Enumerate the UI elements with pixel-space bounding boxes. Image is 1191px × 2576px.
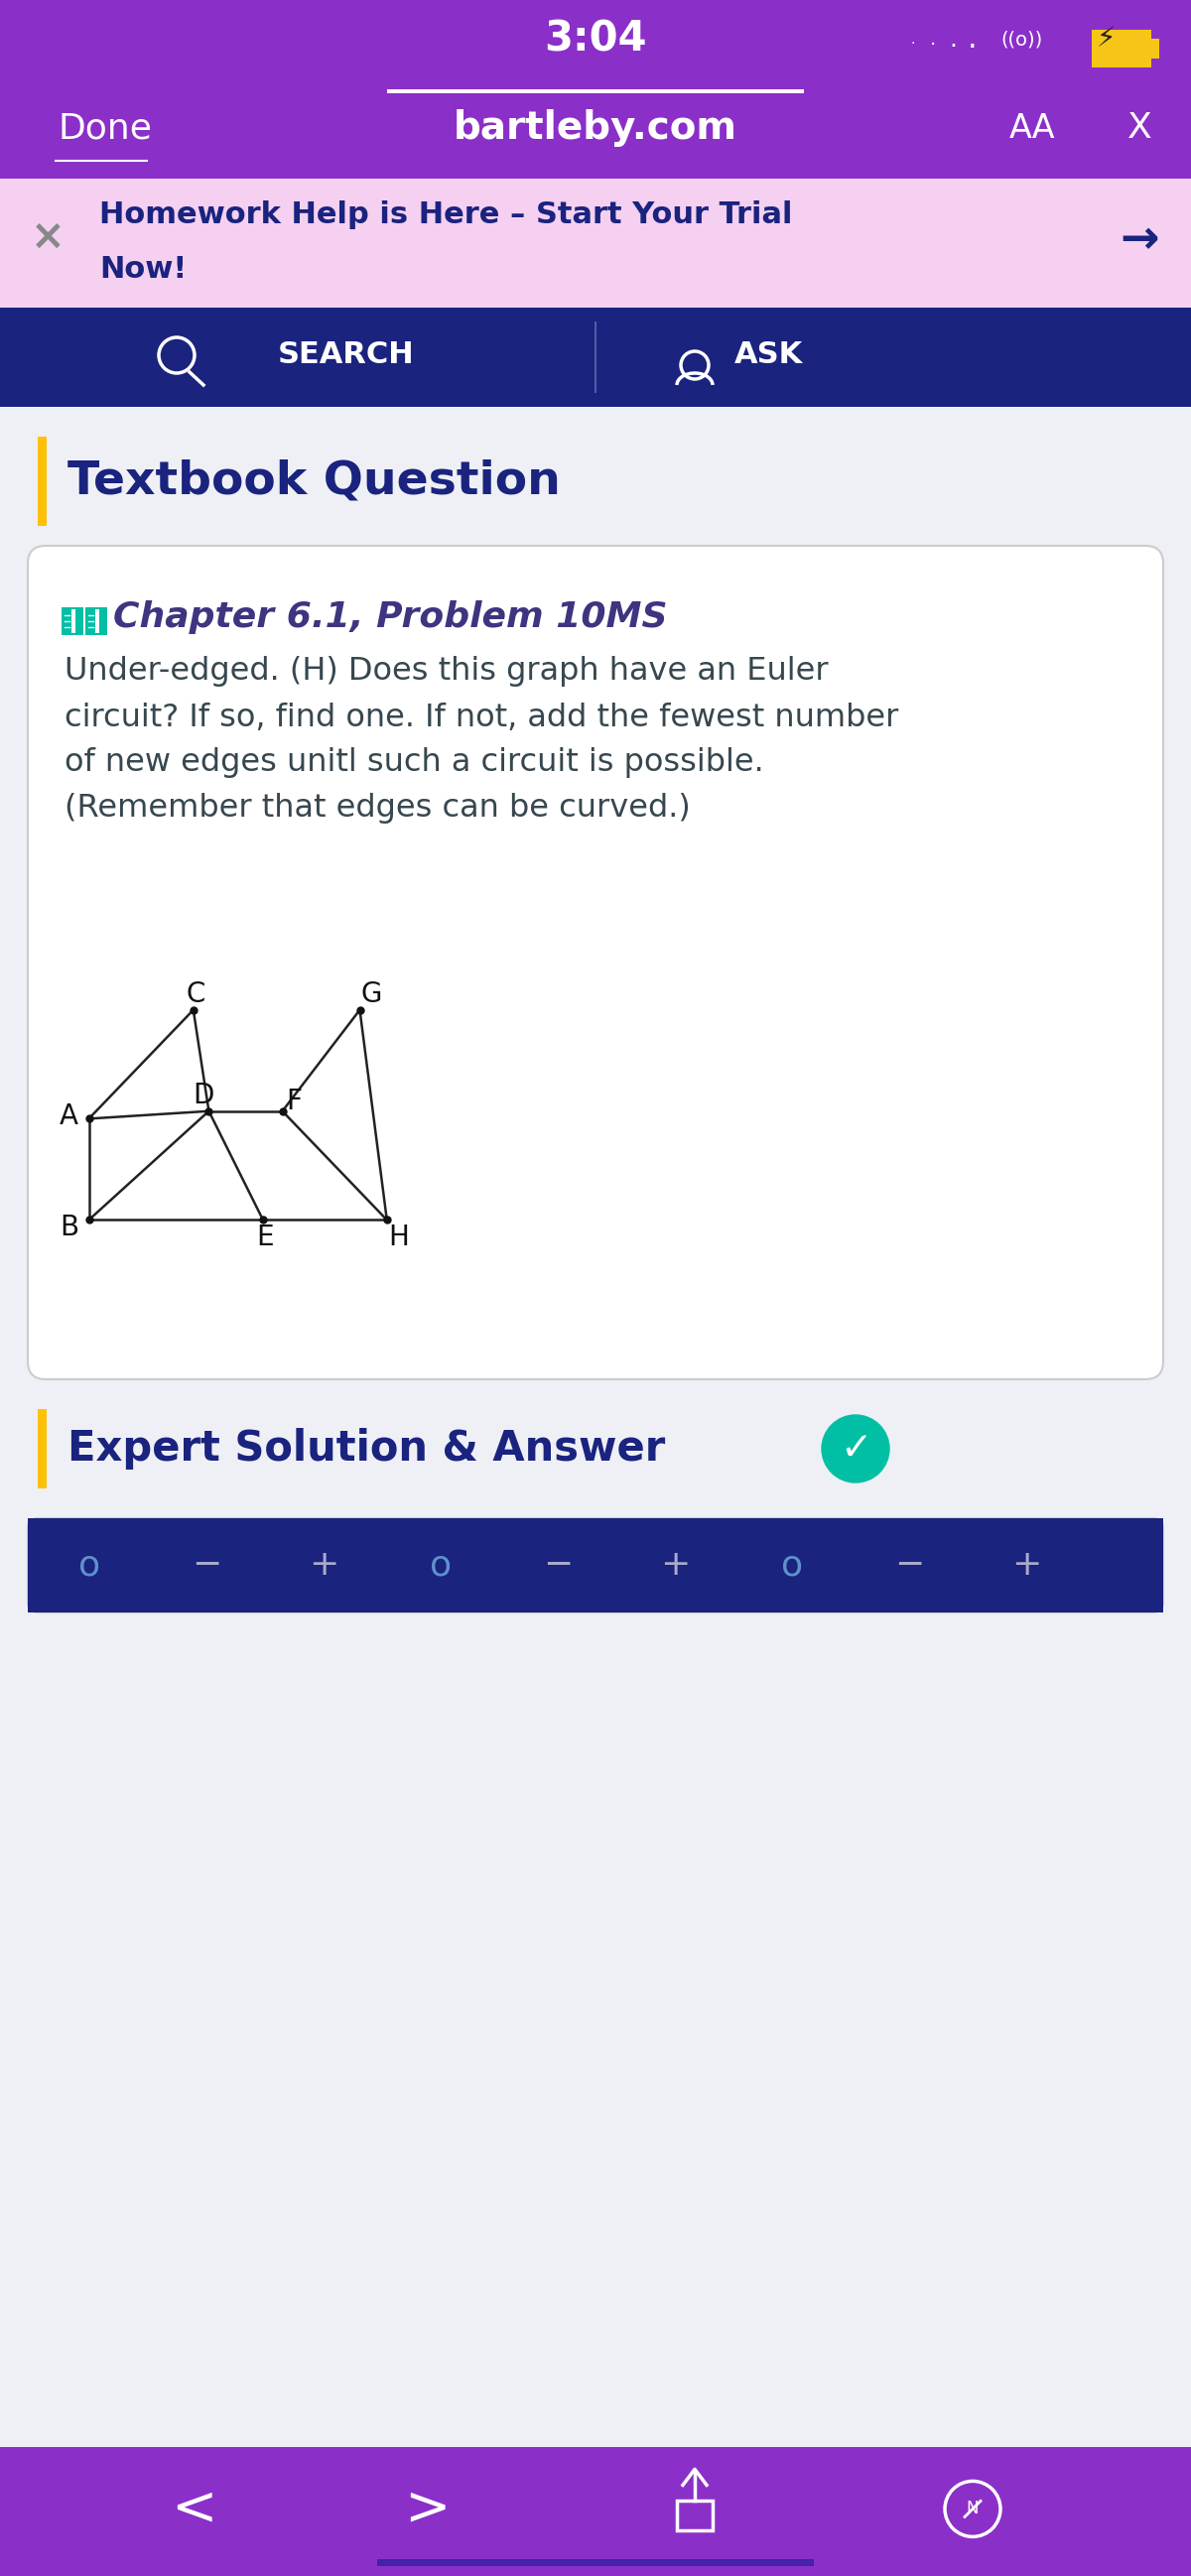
- Bar: [0, 2447, 1191, 2576]
- Text: circuit? If so, find one. If not, add the fewest number: circuit? If so, find one. If not, add th…: [64, 703, 898, 732]
- Text: o: o: [781, 1548, 803, 1582]
- Text: .: .: [930, 31, 936, 49]
- Text: +: +: [308, 1548, 338, 1582]
- Bar: [1152, 39, 1159, 59]
- Bar: [38, 435, 46, 526]
- Text: G: G: [361, 979, 382, 1007]
- Text: AA: AA: [1009, 111, 1055, 144]
- Bar: [71, 611, 75, 634]
- Bar: [107, 613, 111, 631]
- Text: <: <: [170, 2483, 217, 2535]
- Text: o: o: [79, 1548, 100, 1582]
- Text: .: .: [968, 26, 978, 54]
- Text: +: +: [1011, 1548, 1041, 1582]
- Bar: [676, 2501, 712, 2530]
- Bar: [0, 407, 1191, 2576]
- Text: Under-edged. (H) Does this graph have an Euler: Under-edged. (H) Does this graph have an…: [64, 657, 829, 688]
- Text: >: >: [404, 2483, 450, 2535]
- Text: D: D: [193, 1082, 214, 1110]
- Text: −: −: [543, 1548, 573, 1582]
- Bar: [0, 0, 1191, 88]
- Bar: [27, 1517, 1164, 1613]
- Bar: [0, 88, 1191, 178]
- Text: of new edges unitl such a circuit is possible.: of new edges unitl such a circuit is pos…: [64, 747, 763, 778]
- Text: Textbook Question: Textbook Question: [68, 459, 561, 502]
- Text: −: −: [894, 1548, 924, 1582]
- Text: −: −: [192, 1548, 222, 1582]
- Bar: [1092, 31, 1152, 67]
- Text: ×: ×: [30, 216, 66, 258]
- Text: Homework Help is Here – Start Your Trial: Homework Help is Here – Start Your Trial: [99, 201, 792, 229]
- Text: Chapter 6.1, Problem 10MS: Chapter 6.1, Problem 10MS: [113, 600, 667, 634]
- Bar: [86, 608, 107, 636]
- Text: (Remember that edges can be curved.): (Remember that edges can be curved.): [64, 793, 691, 824]
- Circle shape: [822, 1414, 890, 1484]
- Text: A: A: [60, 1103, 79, 1131]
- Text: SEARCH: SEARCH: [278, 340, 414, 368]
- Text: Now!: Now!: [99, 255, 187, 283]
- Text: ((o)): ((o)): [1002, 31, 1043, 49]
- Text: H: H: [388, 1224, 410, 1252]
- FancyBboxPatch shape: [27, 1517, 1164, 1613]
- Text: Expert Solution & Answer: Expert Solution & Answer: [68, 1427, 666, 1468]
- Text: B: B: [60, 1213, 79, 1242]
- Bar: [378, 2558, 813, 2566]
- Text: C: C: [186, 979, 205, 1007]
- Text: E: E: [256, 1224, 274, 1252]
- Text: F: F: [286, 1087, 303, 1115]
- Text: Done: Done: [57, 111, 151, 144]
- Bar: [0, 307, 1191, 407]
- FancyBboxPatch shape: [27, 546, 1164, 1378]
- Bar: [38, 1409, 46, 1489]
- Text: .: .: [949, 28, 956, 52]
- Text: →: →: [1120, 219, 1159, 263]
- Text: .: .: [911, 33, 915, 46]
- Text: ASK: ASK: [735, 340, 803, 368]
- Text: o: o: [430, 1548, 451, 1582]
- Text: N: N: [966, 2499, 979, 2517]
- Text: bartleby.com: bartleby.com: [454, 111, 737, 147]
- Bar: [387, 90, 804, 93]
- Text: X: X: [1127, 111, 1152, 144]
- Bar: [62, 608, 83, 636]
- Text: +: +: [660, 1548, 690, 1582]
- Bar: [0, 178, 1191, 307]
- Text: 3:04: 3:04: [544, 18, 647, 59]
- Bar: [95, 611, 99, 634]
- Text: ✓: ✓: [840, 1430, 872, 1468]
- Text: ⚡: ⚡: [1097, 26, 1116, 54]
